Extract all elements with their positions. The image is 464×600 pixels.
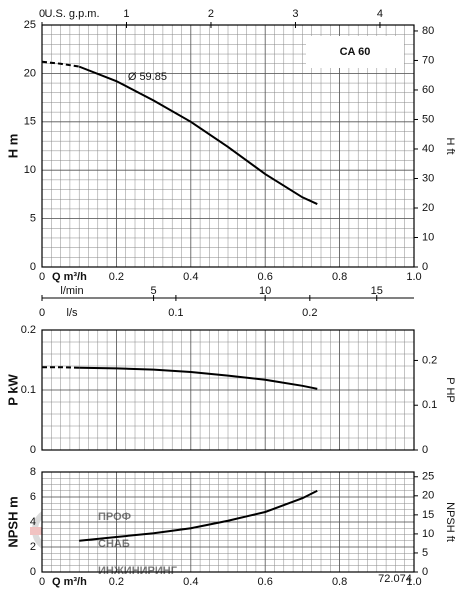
y2-tick-label: 70 xyxy=(422,54,434,66)
curve xyxy=(79,489,318,542)
x-tick-label: 0.6 xyxy=(258,271,273,283)
x-tick-label: 0.4 xyxy=(183,576,198,588)
plot-border xyxy=(41,24,415,268)
watermark-text: СНАБ xyxy=(98,538,130,550)
plot-border xyxy=(41,329,415,451)
y-tick-label: 5 xyxy=(30,213,36,225)
y-tick-label: 0 xyxy=(30,261,36,273)
y2-axis-title: H ft xyxy=(444,137,456,154)
x-tick-label: 0.4 xyxy=(183,271,198,283)
title-box xyxy=(306,36,404,68)
y-tick-label: 0 xyxy=(30,444,36,456)
y2-tick-label: 0.1 xyxy=(422,399,437,411)
x-tick-label: 0 xyxy=(39,271,45,283)
x-axis-title: Q m³/h xyxy=(52,576,87,588)
y2-tick-label: 60 xyxy=(422,84,434,96)
chart-title: CA 60 xyxy=(340,46,371,58)
axis-title: l/s xyxy=(67,307,79,319)
x-tick-label: 0.2 xyxy=(109,576,124,588)
y2-axis-title: P HP xyxy=(444,377,456,402)
y2-tick-label: 10 xyxy=(422,528,434,540)
x-tick-label: 0.8 xyxy=(332,576,347,588)
y-tick-label: 0 xyxy=(30,566,36,578)
curve xyxy=(41,60,80,68)
y-tick-label: 25 xyxy=(24,19,36,31)
x-tick-label: 0 xyxy=(39,576,45,588)
annotation: Ø 59.85 xyxy=(128,71,167,83)
y-tick-label: 2 xyxy=(30,541,36,553)
curve xyxy=(42,366,80,369)
x-axis-title: Q m³/h xyxy=(52,271,87,283)
chart-code: 72.074 xyxy=(378,573,412,585)
x-tick-label: 0.6 xyxy=(258,576,273,588)
y2-tick-label: 25 xyxy=(422,471,434,483)
y-tick-label: 0.1 xyxy=(21,384,36,396)
y2-tick-label: 20 xyxy=(422,202,434,214)
y2-tick-label: 20 xyxy=(422,490,434,502)
y-axis-title: H m xyxy=(5,134,20,159)
y2-tick-label: 0 xyxy=(422,566,428,578)
y2-tick-label: 0 xyxy=(422,444,428,456)
axis-tick-label: 0 xyxy=(39,307,45,319)
plot-border xyxy=(41,471,415,573)
x-tick-label: 1.0 xyxy=(406,576,421,588)
y2-tick-label: 15 xyxy=(422,509,434,521)
y-tick-label: 10 xyxy=(24,164,36,176)
axis-tick-label: 5 xyxy=(151,285,157,297)
axis-tick-label: 3 xyxy=(292,8,298,20)
x-tick-label: 0.8 xyxy=(332,271,347,283)
axis-tick-label: 0 xyxy=(39,8,45,20)
axis-tick-label: 1 xyxy=(123,8,129,20)
axis-tick-label: 0.2 xyxy=(302,307,317,319)
curve xyxy=(78,65,318,205)
y2-tick-label: 40 xyxy=(422,143,434,155)
y2-tick-label: 0.2 xyxy=(422,354,437,366)
y-tick-label: 8 xyxy=(30,466,36,478)
y-tick-label: 0.2 xyxy=(21,324,36,336)
y2-tick-label: 50 xyxy=(422,113,434,125)
y2-tick-label: 5 xyxy=(422,547,428,559)
y2-axis-title: NPSH ft xyxy=(444,502,456,542)
y-tick-label: 15 xyxy=(24,116,36,128)
y-tick-label: 4 xyxy=(30,516,36,528)
axis-tick-label: 4 xyxy=(377,8,383,20)
y2-tick-label: 0 xyxy=(422,261,428,273)
y2-tick-label: 30 xyxy=(422,172,434,184)
y-tick-label: 6 xyxy=(30,491,36,503)
axis-title: U.S. g.p.m. xyxy=(44,8,99,20)
axis-tick-label: 2 xyxy=(208,8,214,20)
watermark-text: ИНЖИНИРИНГ xyxy=(98,565,178,577)
axis-tick-label: 0.1 xyxy=(168,307,183,319)
y-tick-label: 20 xyxy=(24,67,36,79)
watermark-text: ПРОФ xyxy=(98,511,131,523)
curve xyxy=(79,366,318,390)
y2-tick-label: 80 xyxy=(422,25,434,37)
x-tick-label: 0.2 xyxy=(109,271,124,283)
axis-title: l/min xyxy=(60,285,83,297)
y-axis-title: NPSH m xyxy=(5,496,20,547)
axis-tick-label: 15 xyxy=(371,285,383,297)
y-axis-title: P kW xyxy=(5,374,20,406)
y2-tick-label: 10 xyxy=(422,231,434,243)
axis-tick-label: 10 xyxy=(259,285,271,297)
x-tick-label: 1.0 xyxy=(406,271,421,283)
